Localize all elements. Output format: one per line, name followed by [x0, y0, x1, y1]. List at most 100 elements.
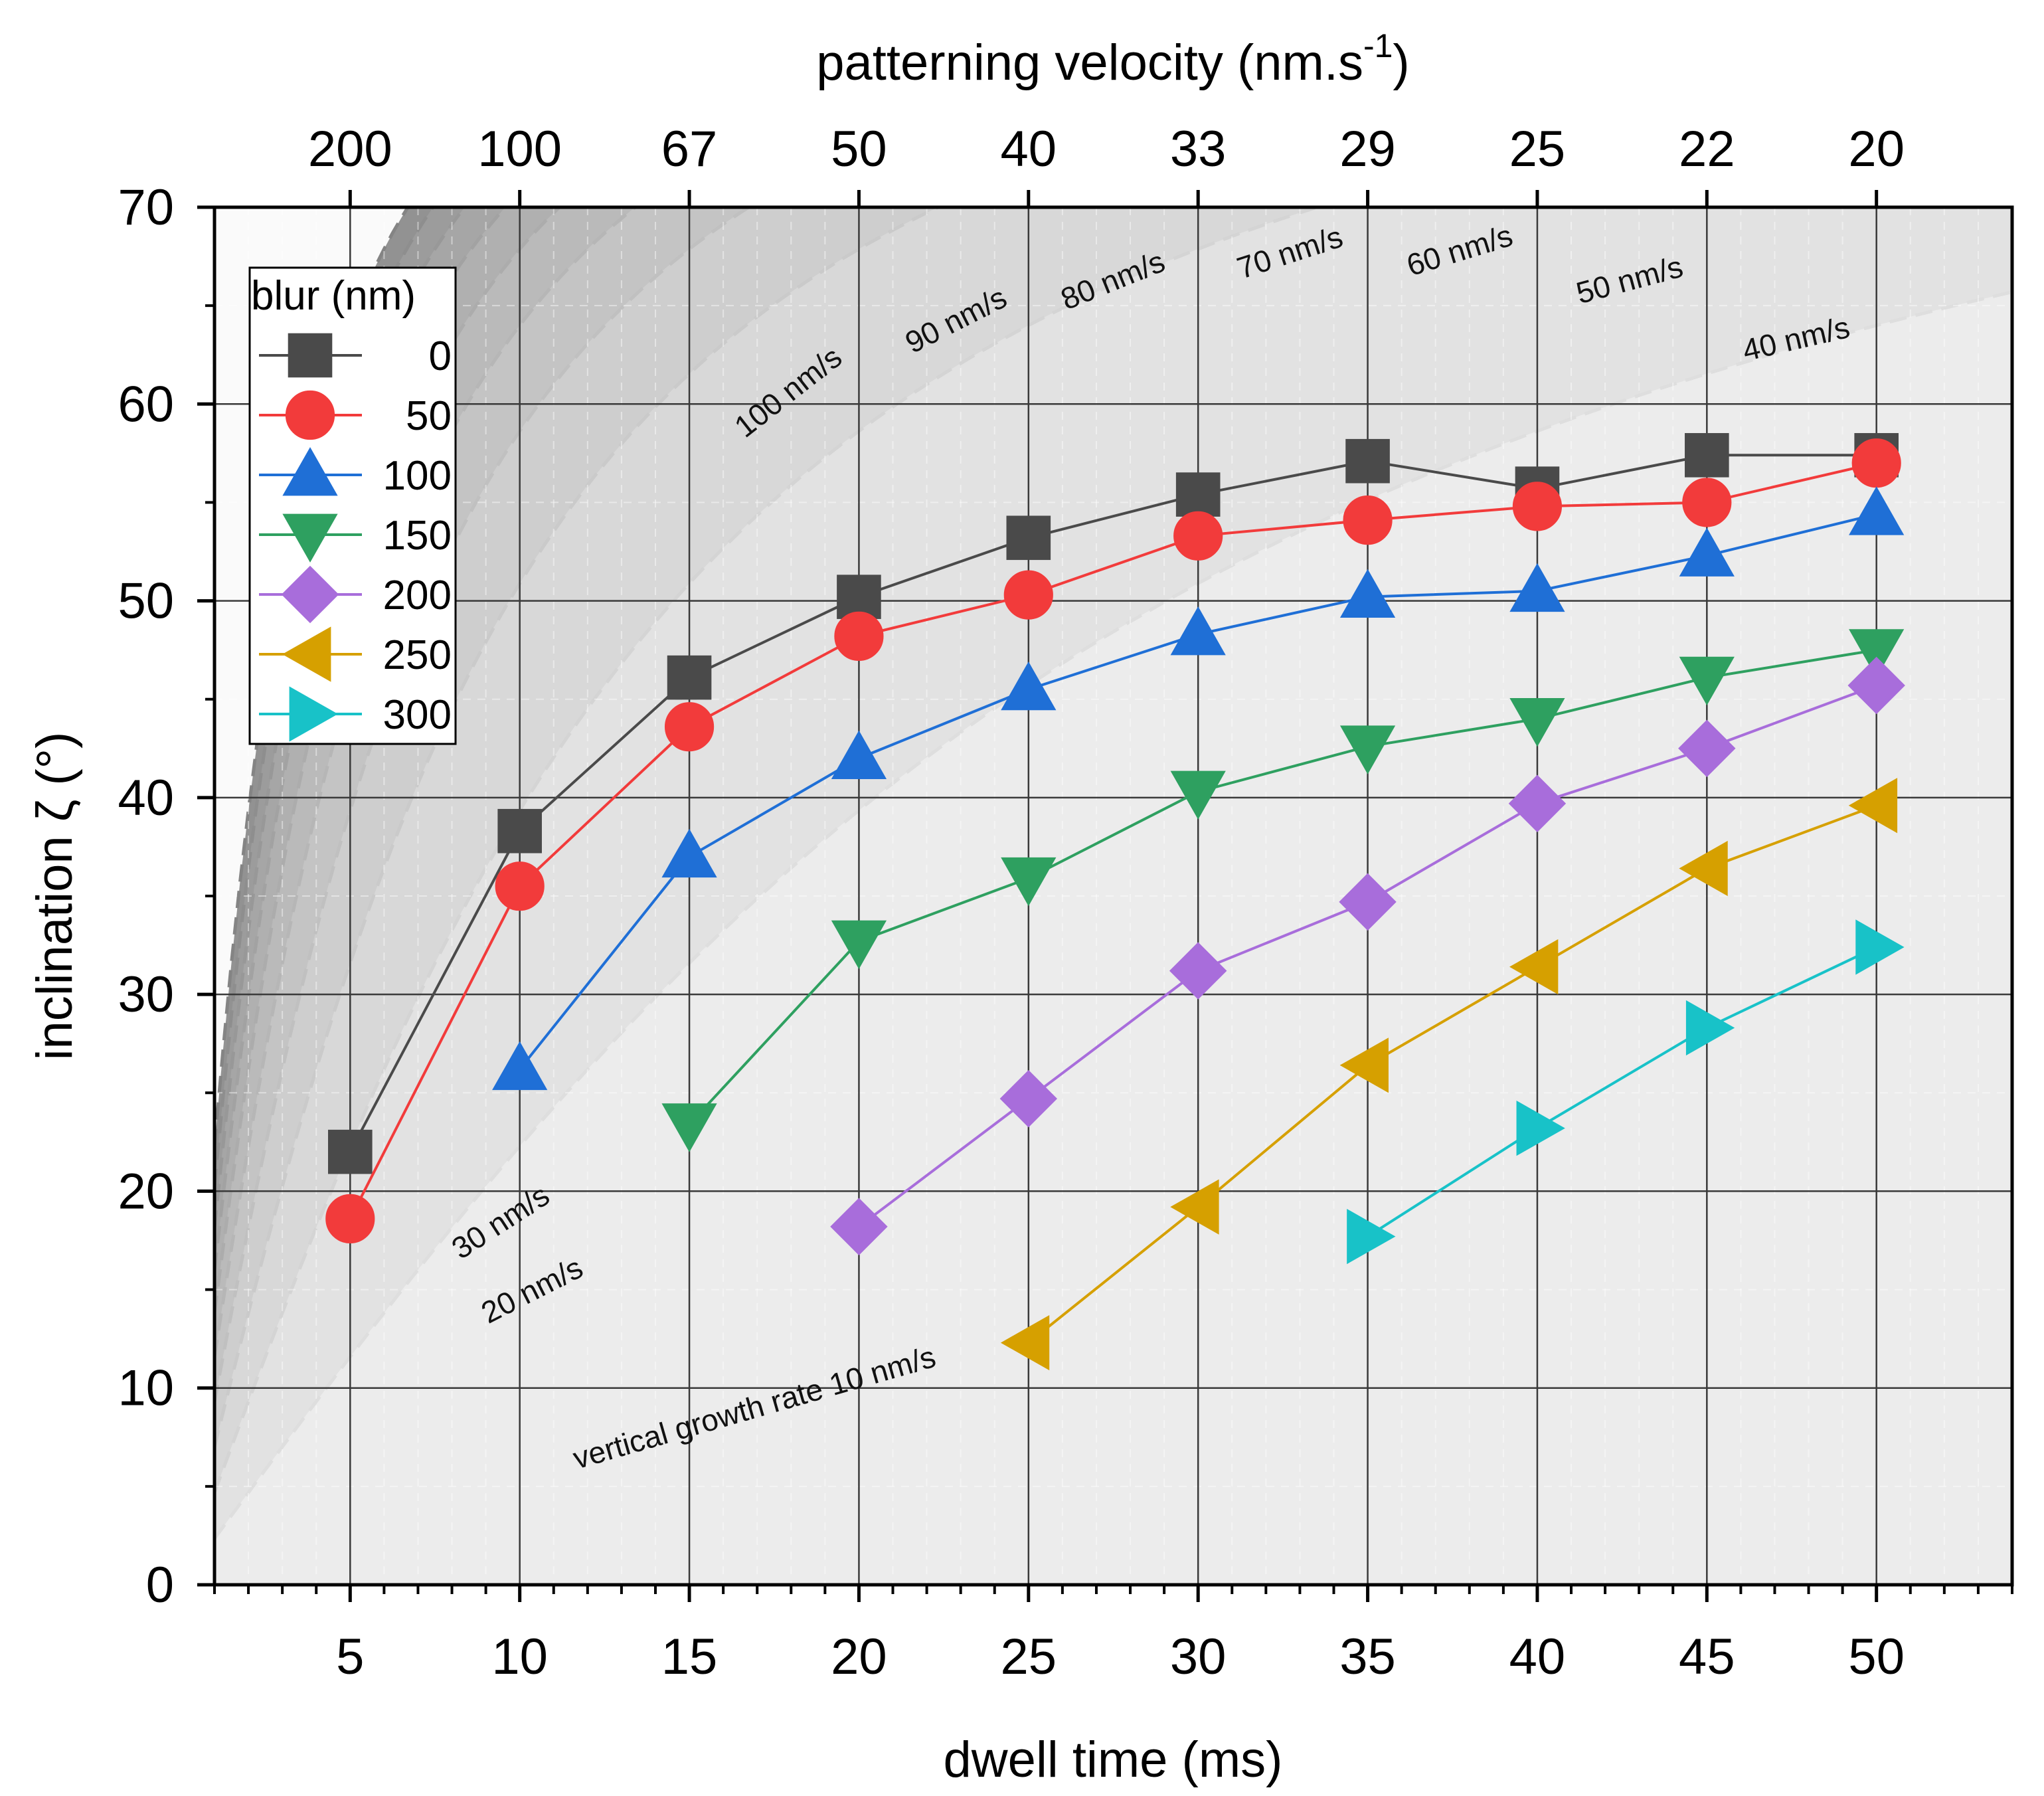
series-200 — [830, 656, 1905, 1255]
y-tick-labels: 0 10 20 30 40 50 60 70 — [118, 179, 174, 1613]
y-tick-label: 50 — [118, 573, 174, 630]
data-point — [325, 1194, 375, 1244]
data-point — [1170, 606, 1226, 656]
data-point — [328, 1129, 373, 1174]
legend-item: 300 — [259, 686, 452, 742]
x-axis-title: dwell time (ms) — [944, 1732, 1283, 1788]
series-300 — [1347, 919, 1905, 1265]
x-tick-label: 5 — [336, 1629, 364, 1685]
data-point — [1682, 478, 1732, 527]
data-point — [831, 920, 887, 970]
x-tick-label: 25 — [1001, 1629, 1057, 1685]
legend-item: 100 — [259, 447, 452, 499]
legend-label: 0 — [429, 333, 452, 379]
data-point — [1339, 873, 1397, 931]
series-line-250 — [1027, 804, 1877, 1344]
bg-rate-curve-10 — [214, 290, 2012, 1540]
x-tick-label: 20 — [831, 1629, 887, 1685]
top-tick-label: 33 — [1170, 121, 1227, 177]
legend-marker — [288, 333, 333, 378]
x-tick-label: 30 — [1170, 1629, 1227, 1685]
data-point — [1170, 1179, 1219, 1235]
legend-box — [248, 266, 457, 745]
data-point — [1509, 697, 1565, 747]
legend-item: 250 — [259, 626, 452, 682]
data-point — [664, 702, 715, 752]
data-point — [661, 1103, 717, 1152]
data-point — [1000, 1314, 1050, 1371]
legend-label: 100 — [383, 453, 452, 499]
top-axis-title: patterning velocity (nm.s-1) — [816, 27, 1409, 91]
data-point — [495, 861, 545, 911]
data-point — [1512, 482, 1563, 531]
data-point — [1509, 563, 1565, 612]
top-tick-label: 22 — [1679, 121, 1735, 177]
minor-grid — [214, 207, 2012, 1585]
data-point — [1849, 486, 1905, 535]
x-tick-label: 35 — [1339, 1629, 1396, 1685]
data-point — [1345, 438, 1390, 484]
top-axis-title-sup: -1 — [1363, 27, 1393, 64]
data-point — [661, 828, 717, 878]
data-point — [1847, 656, 1905, 715]
data-point — [1679, 840, 1728, 897]
legend-marker — [281, 565, 339, 624]
series-line-300 — [1367, 946, 1877, 1238]
growth-rate-background — [214, 207, 2012, 1585]
data-point — [1508, 774, 1567, 832]
top-axis-title-end: ) — [1393, 35, 1409, 91]
bg-rate-curve-20 — [214, 207, 1323, 1493]
top-tick-labels: 200 100 67 50 40 33 29 25 22 20 — [308, 121, 1905, 177]
data-point — [1855, 919, 1905, 975]
data-point — [1170, 770, 1226, 820]
legend-label: 300 — [383, 692, 452, 738]
data-point — [1343, 495, 1393, 545]
top-axis-title-main: patterning velocity (nm.s — [816, 35, 1363, 91]
data-point — [1678, 719, 1736, 777]
legend-marker — [282, 626, 331, 682]
top-tick-label: 100 — [477, 121, 562, 177]
y-tick-label: 40 — [118, 770, 174, 826]
bg-band-10 — [214, 292, 2012, 1585]
legend-label: 150 — [383, 513, 452, 559]
y-tick-label: 10 — [118, 1360, 174, 1417]
legend-item: 50 — [259, 390, 452, 440]
x-tick-label: 10 — [491, 1629, 548, 1685]
data-point — [1848, 778, 1898, 834]
data-point — [667, 655, 712, 700]
legend-item: 150 — [259, 513, 452, 563]
legend-title: blur (nm) — [251, 273, 416, 319]
data-point — [1175, 472, 1221, 517]
data-point — [1685, 433, 1729, 478]
legend-marker — [282, 513, 338, 563]
legend: blur (nm) 0 50 100 150 200 250 300 — [248, 266, 457, 745]
series-250 — [1000, 778, 1898, 1371]
axis-ticks — [197, 190, 2013, 1602]
top-tick-label: 20 — [1848, 121, 1905, 177]
bg-rate-curve-30 — [214, 207, 942, 1447]
bg-rate-curve-50 — [214, 207, 638, 1358]
top-tick-label: 50 — [831, 121, 887, 177]
legend-label: 250 — [383, 632, 452, 678]
legend-label: 50 — [406, 393, 452, 439]
x-tick-label: 50 — [1848, 1629, 1905, 1685]
data-point — [999, 1069, 1058, 1128]
data-point — [1851, 438, 1901, 488]
data-point — [830, 1198, 888, 1255]
data-series — [325, 433, 1905, 1371]
data-point — [497, 808, 542, 853]
data-point — [1849, 629, 1905, 678]
data-point — [492, 1041, 548, 1091]
bg-rate-curve-40 — [214, 207, 752, 1402]
data-point — [1509, 939, 1559, 995]
series-50 — [325, 438, 1901, 1244]
data-point — [1339, 569, 1396, 618]
data-point — [834, 611, 884, 662]
data-point — [1001, 661, 1057, 711]
x-tick-label: 45 — [1679, 1629, 1735, 1685]
y-tick-label: 60 — [118, 376, 174, 432]
data-point — [1339, 725, 1396, 774]
y-tick-label: 70 — [118, 179, 174, 236]
series-line-150 — [688, 648, 1877, 1126]
